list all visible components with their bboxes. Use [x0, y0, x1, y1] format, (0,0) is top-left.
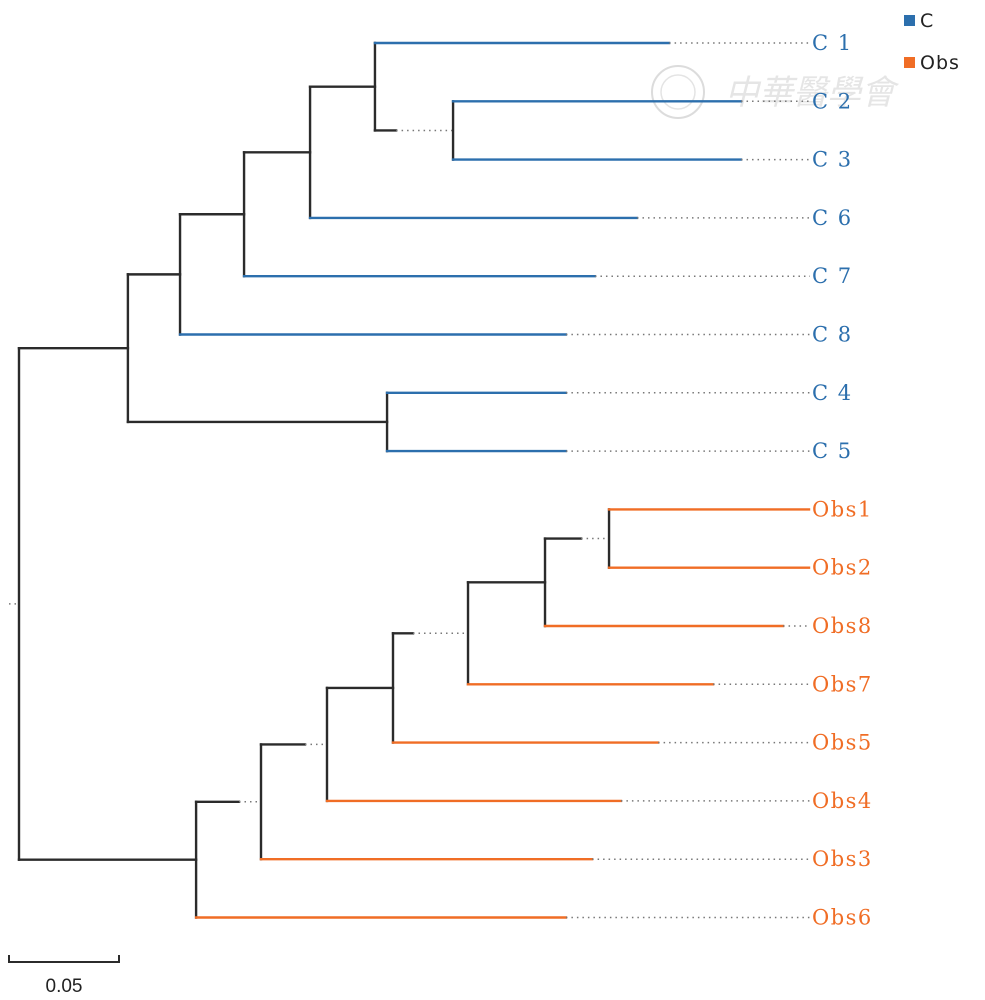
tip-label-Obs2: Obs2: [812, 556, 873, 580]
tip-label-Obs7: Obs7: [812, 672, 873, 696]
watermark-seal-inner-icon: [660, 74, 696, 110]
tip-label-Obs5: Obs5: [812, 731, 873, 755]
watermark-text: 中華醫學會: [725, 73, 900, 113]
tip-label-C4: C 4: [812, 381, 853, 405]
tip-label-Obs8: Obs8: [812, 614, 873, 638]
tip-label-Obs1: Obs1: [812, 497, 873, 521]
watermark: 中華醫學會: [651, 65, 900, 119]
tip-label-C2: C 2: [812, 89, 853, 113]
legend-label-c: C: [920, 10, 934, 32]
legend-swatch-obs: [904, 57, 915, 68]
tip-label-C6: C 6: [812, 206, 853, 230]
tip-labels: C 8 C 7 C 6 C 1 C 2 C 3 C 4 C 5 Obs6 Obs3 Obs4 Obs5…: [812, 31, 873, 930]
legend-label-obs: Obs: [920, 52, 960, 74]
watermark-seal-icon: [651, 65, 705, 119]
scale-bar: 0.05: [8, 955, 120, 997]
tip-label-C5: C 5: [812, 439, 853, 463]
legend-swatch-c: [904, 15, 915, 26]
legend: C Obs: [904, 10, 960, 74]
tip-label-Obs3: Obs3: [812, 847, 873, 871]
tip-label-C1: C 1: [812, 31, 853, 55]
tip-label-C3: C 3: [812, 148, 853, 172]
tree-branches: [9, 41, 811, 919]
tip-label-Obs6: Obs6: [812, 906, 873, 930]
tip-label-C7: C 7: [812, 264, 853, 288]
scale-bar-label: 0.05: [46, 976, 83, 997]
tip-label-C8: C 8: [812, 323, 853, 347]
tip-label-Obs4: Obs4: [812, 789, 873, 813]
